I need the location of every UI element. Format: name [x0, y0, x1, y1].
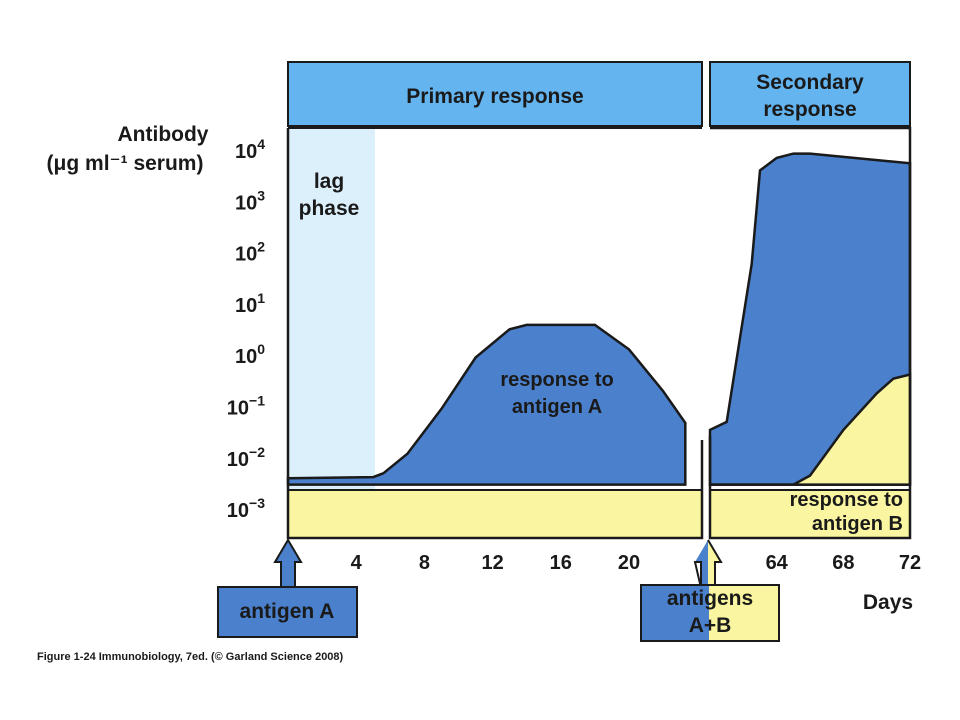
lag-phase-region — [288, 128, 375, 490]
response-a-label-line2: antigen A — [512, 396, 602, 418]
lag-phase-label-line1: lag — [314, 170, 344, 193]
primary-response-header — [287, 61, 703, 127]
x-axis-label: Days — [863, 591, 913, 614]
y-tick-label: 10−3 — [227, 495, 265, 522]
y-tick-label: 100 — [235, 341, 265, 368]
antigens-ab-box-outline — [640, 584, 780, 642]
antigens-ab-box-left — [641, 585, 709, 641]
antigens-ab-box-right — [709, 585, 779, 641]
antigen-a-primary-area — [286, 323, 687, 486]
y-tick-labels: 104 103 102 101 100 10−1 10−2 10−3 — [227, 136, 265, 522]
y-tick-label: 101 — [235, 290, 265, 317]
y-tick-label: 102 — [235, 239, 265, 266]
secondary-frame — [708, 126, 912, 540]
y-axis-label-line1: Antibody — [118, 123, 209, 146]
y-tick-label: 103 — [235, 187, 265, 214]
antigen-a-arrow — [273, 538, 303, 589]
y-tick-label: 10−2 — [227, 444, 265, 471]
antigen-a-box — [217, 586, 358, 638]
figure-caption: Figure 1-24 Immunobiology, 7ed. (© Garla… — [37, 651, 344, 663]
antigens-ab-label-line1: antigens — [667, 587, 753, 610]
x-tick-label: 68 — [832, 552, 854, 574]
baseline-primary — [287, 489, 703, 539]
primary-response-label: Primary response — [406, 85, 583, 108]
x-tick-labels: 4 8 12 16 20 64 68 72 — [351, 552, 921, 574]
x-tick-label: 72 — [899, 552, 921, 574]
y-tick-label: 104 — [235, 136, 265, 163]
x-tick-label: 64 — [766, 552, 789, 574]
x-tick-label: 20 — [618, 552, 640, 574]
secondary-response-label-line1: Secondary — [756, 71, 864, 94]
response-b-label-line1: response to — [790, 489, 903, 511]
secondary-response-header — [709, 61, 911, 127]
antigen-a-label: antigen A — [240, 600, 335, 623]
response-b-label-line2: antigen B — [812, 513, 903, 535]
primary-frame — [286, 128, 704, 540]
y-tick-label: 10−1 — [227, 393, 265, 420]
response-a-label-line1: response to — [500, 369, 613, 391]
x-tick-label: 12 — [481, 552, 503, 574]
secondary-response-label-line2: response — [763, 98, 856, 121]
antigens-ab-arrow-outline — [693, 539, 723, 589]
antigens-ab-label-line2: A+B — [689, 614, 732, 637]
x-tick-label: 16 — [550, 552, 572, 574]
x-tick-label: 8 — [419, 552, 430, 574]
x-tick-label: 4 — [351, 552, 363, 574]
y-axis-label-line2: (μg ml⁻¹ serum) — [47, 152, 204, 175]
lag-phase-label-line2: phase — [299, 197, 360, 220]
